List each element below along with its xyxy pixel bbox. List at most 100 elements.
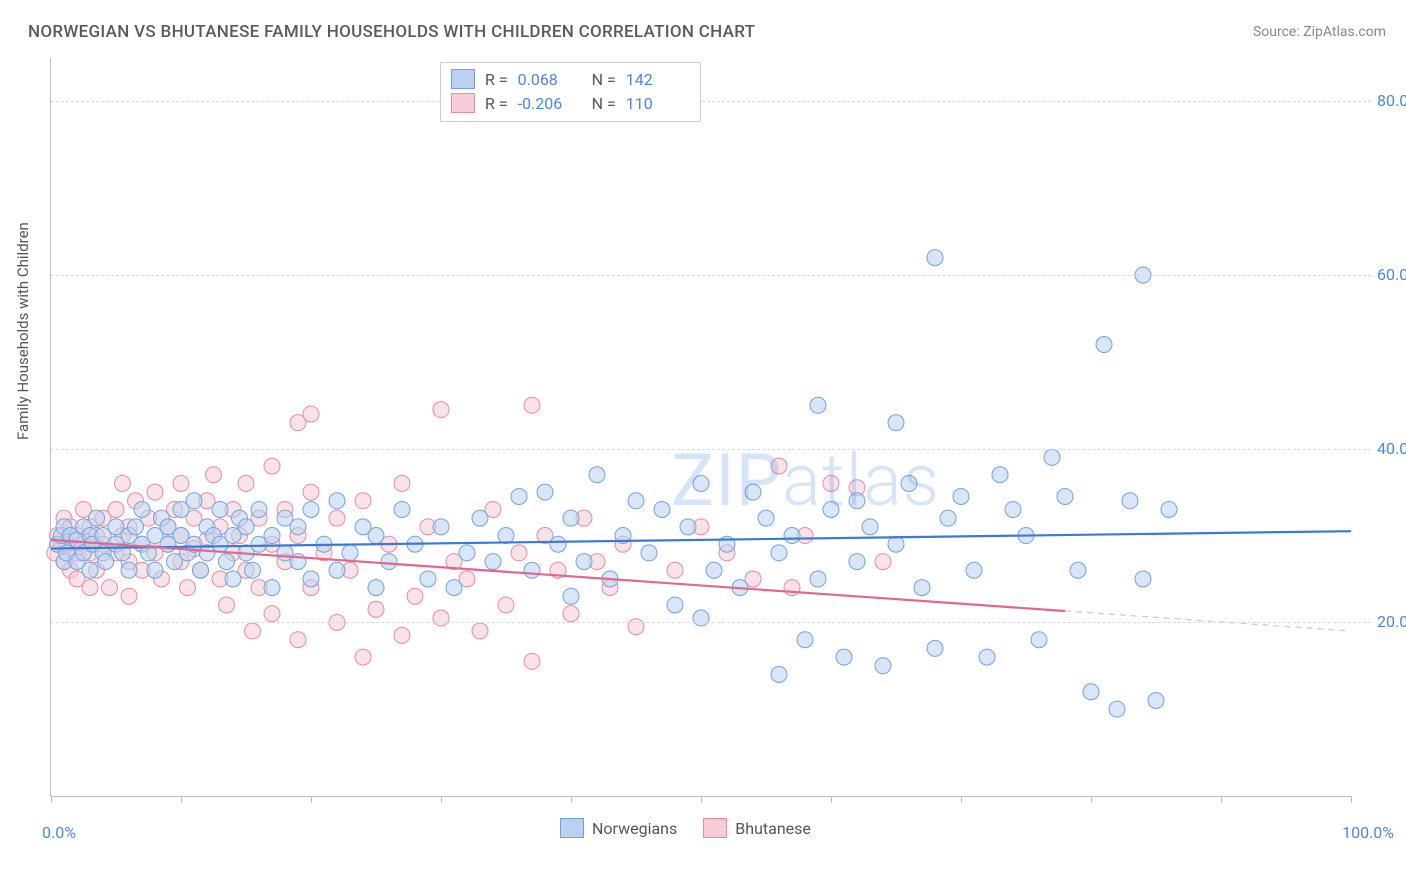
data-point (147, 562, 163, 578)
data-point (641, 545, 657, 561)
legend-item-bhutanese: Bhutanese (703, 818, 811, 838)
legend-item-norwegians: Norwegians (560, 818, 677, 838)
data-point (394, 475, 410, 491)
data-point (550, 536, 566, 552)
gridline (51, 449, 1371, 450)
data-point (459, 545, 475, 561)
stats-legend: R = 0.068 N = 142 R = -0.206 N = 110 (440, 62, 701, 122)
x-tick (51, 796, 52, 803)
data-point (368, 580, 384, 596)
data-point (1070, 562, 1086, 578)
x-tick (701, 796, 702, 803)
r-value-norwegians: 0.068 (518, 70, 582, 89)
data-point (914, 580, 930, 596)
data-point (628, 493, 644, 509)
data-point (472, 510, 488, 526)
data-point (953, 488, 969, 504)
data-point (251, 501, 267, 517)
y-tick-label: 20.0% (1377, 612, 1406, 631)
data-point (966, 562, 982, 578)
data-point (394, 627, 410, 643)
data-point (680, 519, 696, 535)
data-point (485, 554, 501, 570)
data-point (1031, 632, 1047, 648)
data-point (245, 623, 261, 639)
data-point (576, 554, 592, 570)
data-point (420, 571, 436, 587)
data-point (836, 649, 852, 665)
data-point (238, 475, 254, 491)
y-tick-label: 80.0% (1377, 91, 1406, 110)
data-point (98, 554, 114, 570)
stats-row-bhutanese: R = -0.206 N = 110 (451, 91, 690, 115)
data-point (1057, 488, 1073, 504)
data-point (771, 458, 787, 474)
legend-label-bhutanese: Bhutanese (735, 819, 811, 838)
data-point (368, 601, 384, 617)
data-point (849, 554, 865, 570)
data-point (888, 415, 904, 431)
x-tick (831, 796, 832, 803)
data-point (472, 623, 488, 639)
y-tick-label: 40.0% (1377, 439, 1406, 458)
data-point (407, 588, 423, 604)
data-point (1122, 493, 1138, 509)
data-point (368, 528, 384, 544)
data-point (654, 501, 670, 517)
data-point (433, 519, 449, 535)
swatch-bhutanese (451, 93, 475, 113)
data-point (563, 510, 579, 526)
data-point (1109, 701, 1125, 717)
data-point (927, 640, 943, 656)
scatter-plot-svg (51, 58, 1351, 796)
data-point (82, 580, 98, 596)
swatch-norwegians (560, 818, 584, 838)
data-point (355, 493, 371, 509)
x-tick (311, 796, 312, 803)
data-point (1135, 571, 1151, 587)
x-tick (571, 796, 572, 803)
data-point (537, 484, 553, 500)
data-point (784, 528, 800, 544)
data-point (667, 597, 683, 613)
data-point (667, 562, 683, 578)
data-point (875, 658, 891, 674)
data-point (121, 562, 137, 578)
data-point (329, 493, 345, 509)
data-point (498, 528, 514, 544)
gridline (51, 622, 1371, 623)
data-point (875, 554, 891, 570)
data-point (901, 475, 917, 491)
data-point (888, 536, 904, 552)
data-point (1083, 684, 1099, 700)
data-point (1096, 337, 1112, 353)
x-tick (1221, 796, 1222, 803)
data-point (245, 562, 261, 578)
data-point (108, 501, 124, 517)
data-point (1044, 449, 1060, 465)
x-tick (1091, 796, 1092, 803)
data-point (264, 580, 280, 596)
data-point (225, 571, 241, 587)
data-point (511, 488, 527, 504)
swatch-norwegians (451, 69, 475, 89)
x-tick (961, 796, 962, 803)
data-point (394, 501, 410, 517)
data-point (511, 545, 527, 561)
data-point (134, 501, 150, 517)
data-point (771, 545, 787, 561)
data-point (102, 580, 118, 596)
data-point (238, 519, 254, 535)
x-axis-min-label: 0.0% (42, 823, 76, 842)
data-point (693, 475, 709, 491)
x-tick (441, 796, 442, 803)
data-point (303, 484, 319, 500)
data-point (498, 597, 514, 613)
data-point (303, 571, 319, 587)
data-point (979, 649, 995, 665)
data-point (303, 406, 319, 422)
data-point (433, 610, 449, 626)
data-point (193, 562, 209, 578)
data-point (563, 606, 579, 622)
y-axis-title: Family Households with Children (14, 222, 32, 440)
